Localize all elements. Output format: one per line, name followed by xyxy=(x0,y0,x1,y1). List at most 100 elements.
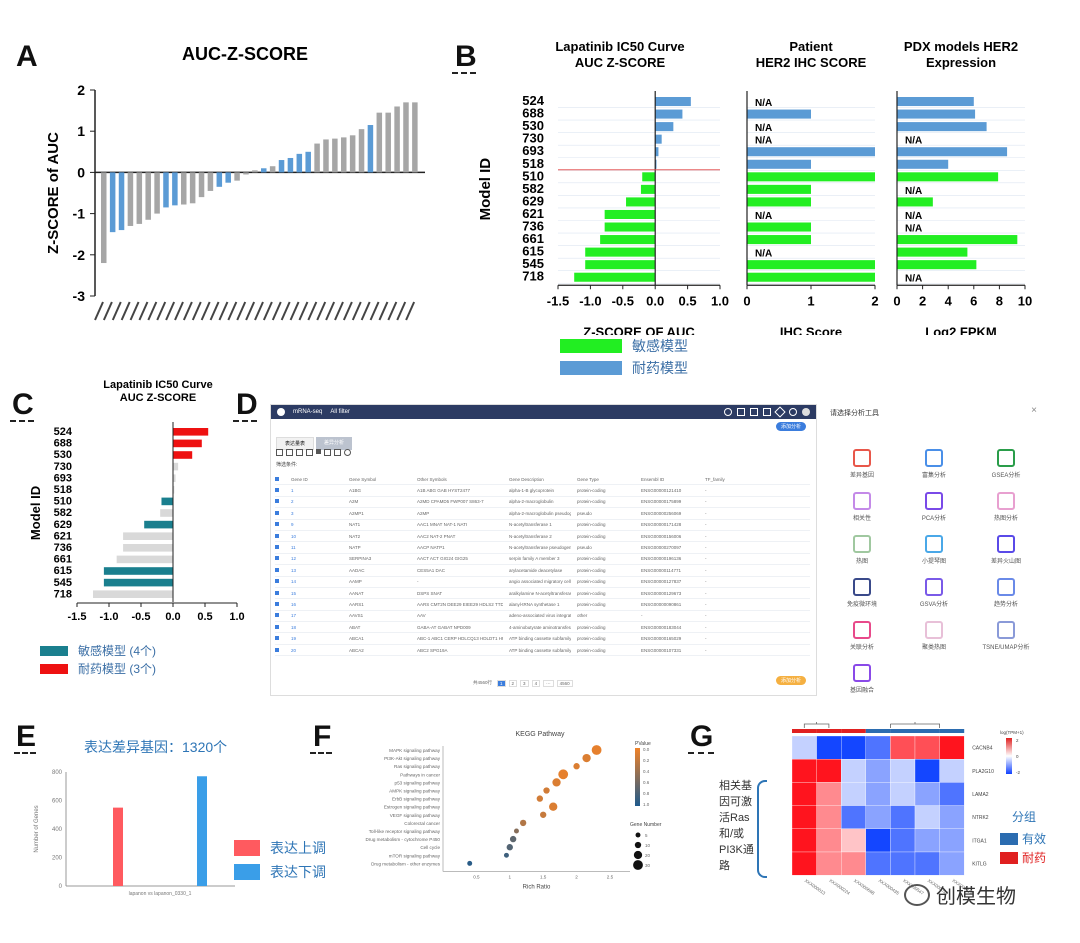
tool-item[interactable]: 热图 xyxy=(832,535,892,565)
table-row[interactable]: 20 ABCA2 ABC2 SPG19A ATP binding cassette s… xyxy=(275,645,810,657)
filter-icon[interactable] xyxy=(316,449,321,454)
panel-letter-g: G xyxy=(690,720,714,753)
copy-icon[interactable] xyxy=(286,449,293,456)
table-cell: 13 xyxy=(291,567,297,573)
sort-icon[interactable] xyxy=(324,449,331,456)
table-row[interactable]: 18 ABAT GABA-AT GABAT NPD009 4-aminobutyrat… xyxy=(275,622,810,634)
table-cell: AAV xyxy=(417,613,426,619)
chart-f: KEGG Pathway MAPK signaling pathway PI3K-A… xyxy=(365,731,661,891)
next-button[interactable]: 添加分析 xyxy=(775,676,806,685)
table-row[interactable]: 3 A2MP1 A2MP alpha-2-macroglobulin pseudoge… xyxy=(275,508,810,520)
tool-item[interactable]: 趋势分析 xyxy=(976,578,1036,608)
page-button[interactable]: 4 xyxy=(531,680,541,687)
select-all-checkbox[interactable] xyxy=(275,476,285,482)
close-icon[interactable]: × xyxy=(1031,405,1037,416)
row-checkbox[interactable] xyxy=(275,636,285,641)
file-icon[interactable] xyxy=(737,408,745,416)
page-button[interactable]: 2 xyxy=(508,680,518,687)
tool-item[interactable]: TSNE/UMAP分析 xyxy=(976,621,1036,651)
size-key xyxy=(634,841,642,849)
table-row[interactable]: 9 NAT1 AAC1 MNAT NAT-1 NATI N-acetyltransfe… xyxy=(275,520,810,531)
row-checkbox[interactable] xyxy=(275,601,285,607)
page-button[interactable]: 3 xyxy=(520,680,529,687)
table-row[interactable]: 19 ABCA1 ABC-1 ABC1 CERP HDLCQ13 HDLDT1 HP… xyxy=(275,633,810,645)
add-analysis-button[interactable]: 添加分析 xyxy=(775,422,806,431)
tool-item[interactable]: 富集分析 xyxy=(904,449,964,479)
table-row[interactable]: 16 AARS1 AARS CMT2N DEE29 EIEE29 HDLS2 TTD… xyxy=(275,599,810,611)
tool-item[interactable]: 小提琴图 xyxy=(904,535,964,565)
row-checkbox[interactable] xyxy=(275,647,285,653)
row-checkbox[interactable] xyxy=(275,579,285,584)
category-label: VEGF signaling pathway xyxy=(390,813,441,818)
column-header[interactable]: Other Symbols xyxy=(417,476,447,482)
row-checkbox[interactable] xyxy=(275,522,285,527)
row-checkbox[interactable] xyxy=(275,510,285,516)
tool-item[interactable]: 免疫微环境 xyxy=(832,578,892,608)
page-button[interactable]: ··· xyxy=(543,680,554,687)
tool-item[interactable]: GSEA分析 xyxy=(976,449,1036,479)
table-row[interactable]: 11 NATP AACP NATP1 N-acetyltransferase pseu… xyxy=(275,542,810,554)
bar xyxy=(897,260,977,270)
page-button[interactable]: 4560 xyxy=(556,680,573,687)
table-row[interactable]: 13 AADAC CES5A1 DAC arylacetamide deacetyla… xyxy=(275,565,810,577)
bar xyxy=(323,139,329,173)
column-header[interactable]: Gene ID xyxy=(291,476,308,482)
tool-item[interactable]: 基因融合 xyxy=(832,664,892,694)
bar xyxy=(173,428,209,436)
column-header[interactable]: Ensembl ID xyxy=(641,476,665,482)
heatmap-cell xyxy=(865,851,891,876)
tool-item[interactable]: 相关性 xyxy=(832,492,892,522)
refresh-icon[interactable] xyxy=(344,449,351,456)
page-button[interactable]: 1 xyxy=(497,680,506,687)
row-checkbox[interactable] xyxy=(275,624,285,630)
settings-icon[interactable] xyxy=(724,408,732,416)
legend-label: 表达上调 xyxy=(270,840,326,856)
row-checkbox[interactable] xyxy=(275,613,285,618)
gear-icon[interactable] xyxy=(789,408,797,416)
tool-item[interactable]: 差异基因 xyxy=(832,449,892,479)
table-cell: - xyxy=(705,579,707,585)
tab-diff[interactable]: 差异分析 xyxy=(316,437,353,450)
tool-item[interactable]: PCA分析 xyxy=(904,492,964,522)
checkbox-icon[interactable] xyxy=(276,449,283,456)
edit-icon[interactable] xyxy=(774,406,786,418)
filter-link[interactable]: All filter xyxy=(330,409,351,415)
tool-icon xyxy=(997,578,1015,596)
row-checkbox[interactable] xyxy=(275,567,285,573)
tool-item[interactable]: 差异火山图 xyxy=(976,535,1036,565)
table-row[interactable]: 10 NAT2 AAC2 NAT-2 PNAT N-acetyltransferase… xyxy=(275,531,810,543)
tool-item[interactable]: 聚类热图 xyxy=(904,621,964,651)
column-header[interactable]: Gene Type xyxy=(577,476,599,482)
tool-item[interactable]: 关联分析 xyxy=(832,621,892,651)
avatar[interactable] xyxy=(802,408,810,416)
tool-item[interactable]: 热图分析 xyxy=(976,492,1036,522)
row-checkbox[interactable] xyxy=(275,556,285,561)
table-cell: alpha-2-macroglobulin xyxy=(509,499,554,505)
image-icon[interactable] xyxy=(763,408,771,416)
table-cell: adeno-associated virus integration site … xyxy=(509,613,571,619)
document-icon[interactable] xyxy=(750,408,758,416)
column-header[interactable]: Gene Symbol xyxy=(349,476,377,482)
y-tick-label: 1 xyxy=(77,123,85,139)
chart-title: Lapatinib IC50 Curve xyxy=(555,39,684,54)
column-header[interactable]: TF_family xyxy=(705,476,725,482)
table-row[interactable]: 12 SERPINA3 AACT ACT GIG24 GIG25 serpin fam… xyxy=(275,554,810,566)
column-header[interactable]: Gene Description xyxy=(509,476,544,482)
export-icon[interactable] xyxy=(296,449,303,456)
table-row[interactable]: 15 AANAT DSPS SNAT aralkylamine N-acetyltra… xyxy=(275,588,810,600)
download-icon[interactable] xyxy=(334,449,341,456)
table-row[interactable]: 1 A1BG A1B ABG GAB HYST2477 alpha-1-B glyco… xyxy=(275,485,810,497)
tab-expression[interactable]: 表达量表 xyxy=(276,437,315,450)
star-icon[interactable] xyxy=(306,449,313,456)
tool-item[interactable]: GSVA分析 xyxy=(904,578,964,608)
app-header: mRNA-seq All filter xyxy=(271,405,816,419)
row-checkbox[interactable] xyxy=(275,488,285,493)
row-checkbox[interactable] xyxy=(275,499,285,504)
table-row[interactable]: 17 AAVS1 AAV adeno-associated virus integra… xyxy=(275,611,810,623)
table-row[interactable]: 14 AAMP - angio associated migratory cell p… xyxy=(275,577,810,588)
row-checkbox[interactable] xyxy=(275,533,285,539)
row-checkbox[interactable] xyxy=(275,590,285,596)
row-checkbox[interactable] xyxy=(275,545,285,550)
point xyxy=(536,795,544,802)
table-row[interactable]: 2 A2M A2MD CPAMD5 FWP007 S863-7 alpha-2-mac… xyxy=(275,497,810,509)
